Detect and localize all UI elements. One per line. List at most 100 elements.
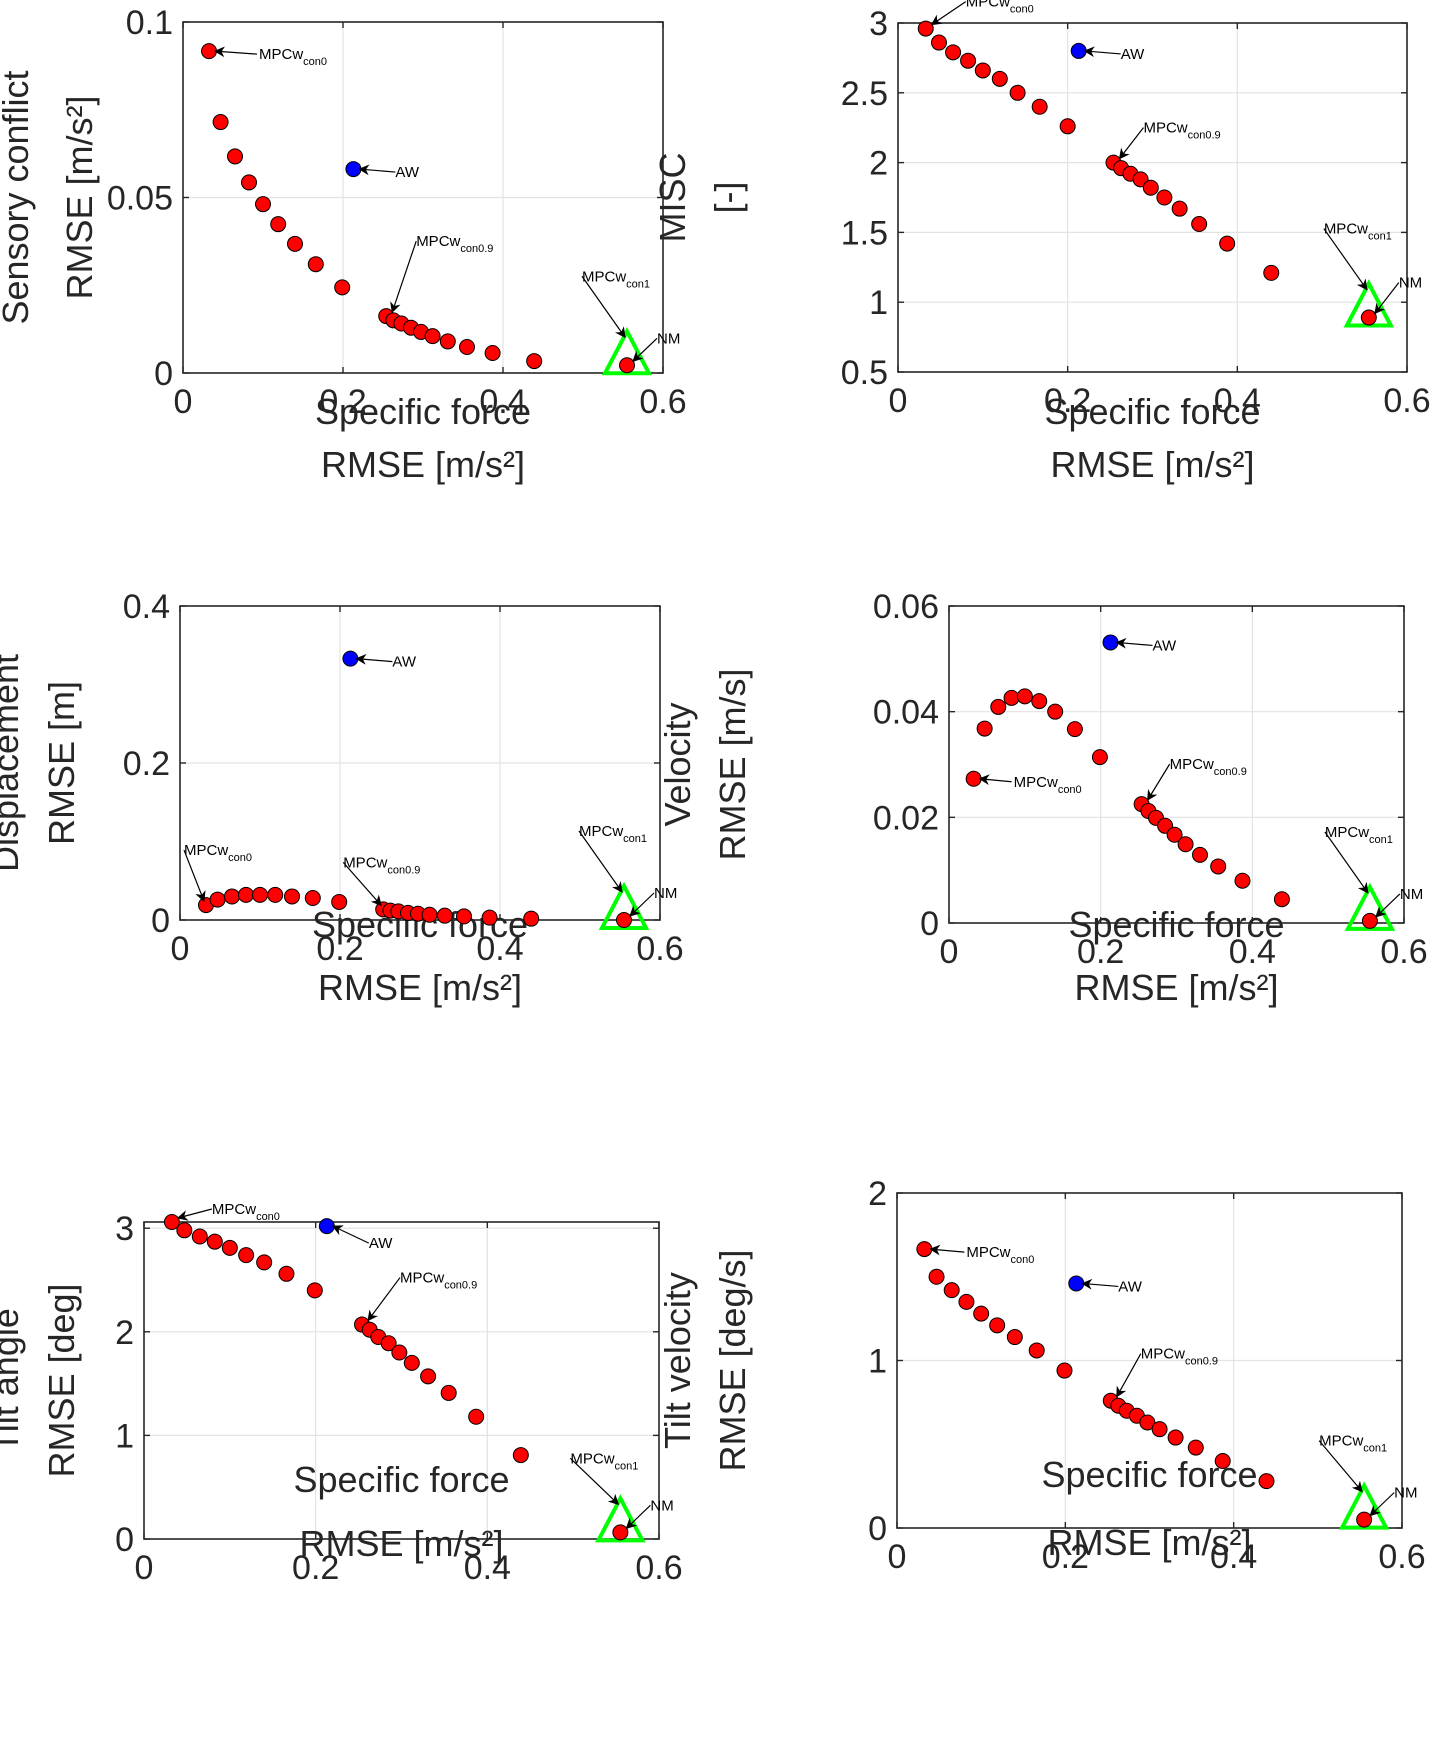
x-tick-label: 0.4 bbox=[1210, 1538, 1257, 1576]
arrow-icon bbox=[629, 892, 655, 917]
mpcw-point bbox=[481, 909, 498, 926]
arrow-icon bbox=[978, 774, 1012, 786]
x-tick-label: 0.2 bbox=[1077, 933, 1124, 971]
mpcw-point bbox=[227, 148, 243, 165]
arrow-icon bbox=[1318, 1440, 1363, 1493]
mpcw-point bbox=[1214, 1453, 1231, 1469]
mpcw-con0-annotation: MPCwcon0 bbox=[930, 0, 1034, 26]
aw-point bbox=[318, 1218, 335, 1235]
x-tick-label: 0.4 bbox=[1214, 382, 1261, 420]
mpcw-con0-label: MPCwcon0 bbox=[259, 46, 327, 68]
mpcw-point bbox=[456, 908, 472, 925]
nm-annotation: NM bbox=[1369, 1485, 1417, 1517]
mpcw-point bbox=[991, 70, 1008, 87]
mpcw-point bbox=[334, 279, 351, 296]
y-tick-label: 2.5 bbox=[841, 75, 888, 113]
plot-area bbox=[144, 1222, 659, 1539]
mpcw-point bbox=[1006, 1329, 1023, 1346]
aw-point bbox=[342, 650, 359, 667]
aw-label: AW bbox=[1153, 637, 1177, 654]
x-tick-label: 0 bbox=[174, 383, 193, 421]
mpcw-point bbox=[1258, 1473, 1275, 1490]
mpcw-con1-label: MPCwcon1 bbox=[570, 1450, 638, 1472]
mpcw-point bbox=[1234, 872, 1251, 889]
arrow-icon bbox=[1147, 763, 1171, 802]
arrow-icon bbox=[390, 240, 417, 314]
mpcw-point bbox=[1167, 1429, 1184, 1446]
mpcw-point bbox=[206, 1233, 223, 1250]
y-axis-label: RMSE [m] bbox=[41, 681, 82, 845]
y-axis-label: Velocity bbox=[657, 702, 698, 826]
aw-point bbox=[345, 161, 362, 178]
axes-frame bbox=[948, 605, 1405, 924]
y-tick-label: 0.1 bbox=[126, 4, 173, 42]
arrow-icon bbox=[569, 1457, 620, 1506]
mpcw-point bbox=[958, 1293, 975, 1310]
mpcw-point bbox=[1187, 1439, 1204, 1456]
mpcw-point bbox=[976, 720, 993, 737]
y-tick-label: 2 bbox=[115, 1314, 134, 1352]
mpcw-point bbox=[1139, 1414, 1156, 1431]
nm-label: NM bbox=[1394, 1485, 1417, 1502]
mpcw-con0-label: MPCwcon0 bbox=[966, 1244, 1034, 1266]
mpcw-point bbox=[436, 907, 453, 924]
mpcw-point bbox=[1210, 858, 1227, 875]
mpcw-con09-annotation: MPCwcon0.9 bbox=[1147, 756, 1247, 802]
mpcw-point bbox=[1003, 689, 1020, 706]
x-tick-label: 0.6 bbox=[1380, 933, 1427, 971]
mpcw-con09-label: MPCwcon0.9 bbox=[400, 1270, 477, 1292]
arrow-icon bbox=[930, 1, 967, 26]
mpcw-point bbox=[917, 20, 934, 37]
mpcw-point bbox=[973, 1305, 990, 1322]
mpcw-point bbox=[989, 1317, 1006, 1334]
mpcw-point bbox=[176, 1222, 193, 1239]
x-tick-label: 0.4 bbox=[476, 930, 523, 968]
mpcw-point bbox=[1142, 179, 1159, 196]
mpcw-point bbox=[1031, 693, 1048, 710]
aw-label: AW bbox=[1121, 46, 1145, 63]
x-axis-label: Specific force bbox=[1068, 904, 1284, 945]
mpcw-point bbox=[241, 174, 257, 191]
mpcw-point bbox=[1356, 1511, 1373, 1528]
x-tick-label: 0.6 bbox=[635, 1549, 682, 1587]
mpcw-point bbox=[270, 216, 287, 233]
arrow-icon bbox=[183, 849, 206, 903]
x-axis-label: Specific force bbox=[315, 391, 531, 432]
x-tick-label: 0.6 bbox=[636, 930, 683, 968]
y-tick-label: 1 bbox=[869, 284, 888, 322]
y-tick-label: 1 bbox=[868, 1343, 887, 1381]
aw-annotation: AW bbox=[1115, 637, 1177, 654]
x-tick-label: 0 bbox=[889, 382, 908, 420]
arrow-icon bbox=[342, 862, 382, 907]
nm-annotation: NM bbox=[1375, 886, 1423, 918]
x-tick-label: 0.4 bbox=[464, 1549, 511, 1587]
mpcw-con1-annotation: MPCwcon1 bbox=[1323, 221, 1392, 291]
x-axis-label: RMSE [m/s²] bbox=[321, 444, 525, 485]
x-axis-label: RMSE [m/s²] bbox=[1075, 967, 1279, 1008]
y-axis-label: RMSE [m/s²] bbox=[59, 96, 100, 300]
arrow-icon bbox=[581, 275, 626, 339]
aw-label: AW bbox=[395, 164, 419, 181]
nm-label: NM bbox=[657, 330, 680, 347]
y-tick-label: 1 bbox=[115, 1417, 134, 1455]
mpcw-con1-annotation: MPCwcon1 bbox=[581, 268, 650, 339]
mpcw-point bbox=[1156, 189, 1173, 206]
mpcw-point bbox=[304, 890, 321, 907]
aw-point bbox=[1070, 42, 1087, 59]
mpcw-point bbox=[440, 1384, 457, 1401]
y-tick-label: 3 bbox=[869, 5, 888, 43]
arrow-icon bbox=[632, 337, 658, 363]
mpcw-con1-label: MPCwcon1 bbox=[1325, 824, 1393, 846]
arrow-icon bbox=[1116, 1353, 1142, 1398]
y-tick-label: 0.5 bbox=[841, 354, 888, 392]
arrow-icon bbox=[1369, 1492, 1395, 1517]
mpcw-con0-label: MPCwcon0 bbox=[212, 1201, 280, 1223]
axes-frame bbox=[897, 22, 1408, 373]
arrow-icon bbox=[1081, 1278, 1119, 1290]
mpcw-con09-annotation: MPCwcon0.9 bbox=[342, 854, 420, 907]
mpcw-point bbox=[1192, 846, 1209, 863]
mpcw-point bbox=[255, 196, 271, 213]
mpcw-point bbox=[990, 698, 1007, 715]
mpcw-point bbox=[224, 888, 240, 905]
mpcw-point bbox=[1360, 309, 1377, 326]
